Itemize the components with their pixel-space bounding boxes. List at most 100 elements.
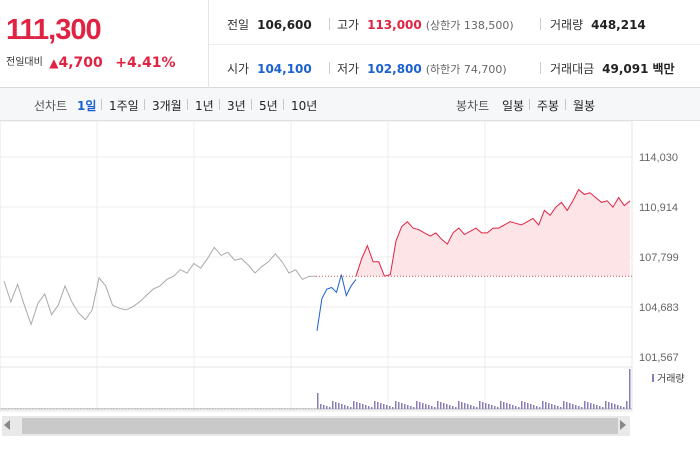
y-axis-ticks: 114,030 110,914 107,799 104,683 101,567 — [639, 152, 679, 364]
volume-bar — [305, 408, 307, 409]
current-price: 111,300 — [6, 14, 102, 46]
volume-bar — [377, 402, 379, 409]
period-3m-button[interactable]: 3개월 — [152, 99, 182, 113]
volume-bar — [590, 403, 592, 409]
change-percent: +4.41% — [115, 55, 176, 71]
volume-bar — [206, 408, 208, 409]
trade-value-unit: 백만 — [652, 62, 675, 76]
gain-area — [356, 189, 630, 277]
price-box: 111,300 전일대비 ▲4,700 +4.41% — [0, 0, 209, 88]
candle-chart-label: 봉차트 — [456, 99, 490, 113]
volume-bar — [614, 404, 616, 409]
scroll-right-arrow-icon[interactable] — [620, 420, 626, 430]
volume-bar — [329, 407, 331, 409]
y-tick-label: 114,030 — [639, 152, 678, 164]
high-value: 113,000 — [367, 18, 422, 32]
period-1y-button[interactable]: 1년 — [195, 99, 214, 113]
volume-bar — [464, 403, 466, 409]
volume-bar — [155, 408, 157, 409]
volume-bar — [125, 408, 127, 409]
volume-bar — [407, 405, 409, 409]
volume-bar — [191, 408, 193, 409]
volume-bar — [308, 408, 310, 409]
volume-bar — [197, 408, 199, 409]
volume-bar — [392, 407, 394, 409]
volume-bar — [584, 401, 586, 409]
volume-bar — [371, 407, 373, 409]
volume-bar — [389, 406, 391, 409]
period-1d-button[interactable]: 1일 — [77, 99, 97, 113]
volume-bar — [593, 404, 595, 409]
volume-bar — [8, 408, 10, 409]
volume-bar — [239, 408, 241, 409]
scroll-thumb[interactable] — [22, 418, 618, 434]
volume-bar — [260, 408, 262, 409]
volume-bar — [470, 405, 472, 409]
volume-bar — [347, 406, 349, 409]
volume-panel: 거래량 — [0, 366, 685, 410]
chart-scrollbar[interactable] — [0, 412, 700, 438]
volume-bar — [209, 408, 211, 409]
volume-bar — [176, 408, 178, 409]
volume-bar — [560, 407, 562, 409]
volume-bar — [509, 404, 511, 409]
volume-bar — [344, 405, 346, 409]
volume-bar — [332, 401, 334, 409]
y-tick-label: 107,799 — [639, 252, 679, 264]
volume-bar — [230, 408, 232, 409]
volume-bar — [428, 405, 430, 409]
volume-bar — [626, 401, 628, 409]
volume-bar — [572, 404, 574, 409]
divider — [329, 62, 330, 74]
volume-bar — [68, 408, 70, 409]
volume-bar — [533, 405, 535, 409]
volume-bar — [86, 408, 88, 409]
volume-bar — [503, 402, 505, 409]
volume-bar — [335, 402, 337, 409]
volume-bar — [65, 408, 67, 409]
volume-bar — [47, 408, 49, 409]
y-tick-label: 110,914 — [639, 202, 678, 214]
volume-bar — [134, 408, 136, 409]
volume-bar — [341, 404, 343, 409]
volume-bar — [527, 403, 529, 409]
volume-bar — [599, 406, 601, 409]
volume-bar — [71, 408, 73, 409]
volume-bar — [434, 407, 436, 409]
volume-bar — [368, 406, 370, 409]
volume-bar — [95, 408, 97, 409]
volume-bar — [182, 408, 184, 409]
volume-bar — [203, 408, 205, 409]
volume-bar — [242, 408, 244, 409]
volume-bar — [311, 408, 313, 409]
period-3y-button[interactable]: 3년 — [227, 99, 246, 113]
volume-bar — [581, 407, 583, 409]
period-5y-button[interactable]: 5년 — [259, 99, 278, 113]
volume-bar — [419, 402, 421, 409]
lower-limit: (하한가 74,700) — [425, 63, 507, 76]
volume-bar — [359, 403, 361, 409]
volume-bar — [41, 408, 43, 409]
candle-monthly-button[interactable]: 월봉 — [573, 99, 596, 113]
volume-bar — [416, 401, 418, 409]
volume-bar — [245, 408, 247, 409]
volume-bar — [62, 408, 64, 409]
volume-bar — [254, 408, 256, 409]
candle-daily-button[interactable]: 일봉 — [502, 99, 525, 113]
volume-bar — [131, 408, 133, 409]
stat-trade-value: 거래대금 49,091 백만 — [550, 60, 675, 76]
candle-weekly-button[interactable]: 주봉 — [537, 99, 560, 113]
volume-bar — [494, 406, 496, 409]
period-10y-button[interactable]: 10년 — [291, 99, 318, 113]
volume-bar — [23, 408, 25, 409]
divider — [187, 99, 188, 110]
volume-bar — [401, 403, 403, 409]
volume-bar — [350, 407, 352, 409]
volume-bar — [284, 408, 286, 409]
volume-bar — [488, 404, 490, 409]
divider — [329, 18, 330, 30]
volume-bar — [221, 408, 223, 409]
scroll-left-arrow-icon[interactable] — [4, 420, 10, 430]
volume-bar — [596, 405, 598, 409]
period-1w-button[interactable]: 1주일 — [109, 99, 139, 113]
